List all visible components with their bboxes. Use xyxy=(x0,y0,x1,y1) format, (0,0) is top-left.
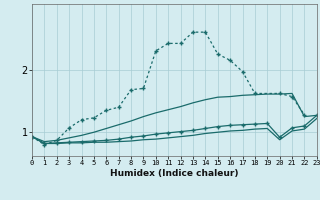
X-axis label: Humidex (Indice chaleur): Humidex (Indice chaleur) xyxy=(110,169,239,178)
